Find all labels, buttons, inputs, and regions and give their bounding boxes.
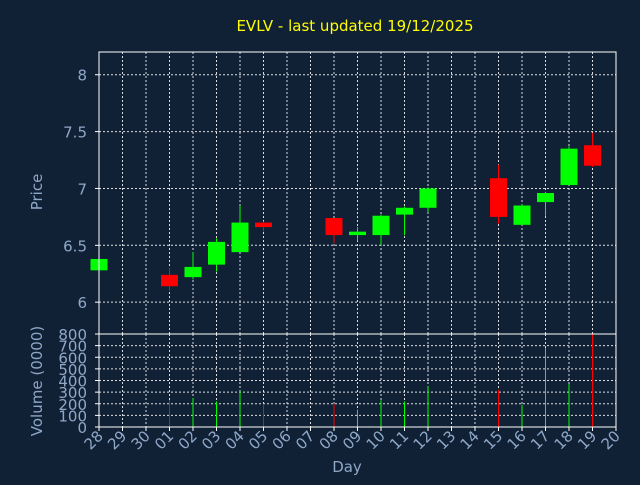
candle-body <box>513 205 531 225</box>
candle-body <box>537 193 554 203</box>
candle-body <box>184 266 202 278</box>
price-tick-label: 7.5 <box>63 124 87 142</box>
volume-tick-label: 600 <box>58 349 87 367</box>
volume-tick-label: 400 <box>58 373 87 391</box>
volume-tick-label: 500 <box>58 361 87 379</box>
candle-body <box>490 178 507 217</box>
candle-body <box>349 231 366 236</box>
candle-body <box>419 188 437 208</box>
price-tick-label: 8 <box>77 67 87 85</box>
volume-tick-label: 200 <box>58 396 87 414</box>
volume-tick-label: 800 <box>58 326 87 344</box>
volume-tick-label: 700 <box>58 338 87 356</box>
candle-body <box>255 222 272 228</box>
price-tick-label: 6 <box>77 294 87 312</box>
volume-axis-label: Volume (0000) <box>28 326 46 436</box>
price-axis-label: Price <box>28 174 46 211</box>
x-axis: 2829300102030405060708091011121314151617… <box>81 427 624 453</box>
volume-tick-label: 300 <box>58 384 87 402</box>
candle-body <box>208 241 225 265</box>
price-tick-label: 7 <box>77 180 87 198</box>
candle-body <box>560 148 578 186</box>
candle-body <box>161 274 178 287</box>
volume-tick-label: 100 <box>58 407 87 425</box>
x-axis-label: Day <box>332 458 362 476</box>
price-panel: 6 6.5 7 7.5 8 <box>63 51 617 335</box>
candle-body <box>325 218 343 236</box>
price-tick-label: 6.5 <box>63 237 87 255</box>
candle-body <box>372 215 390 236</box>
candle-body <box>396 207 413 215</box>
volume-tick-label: 0 <box>77 419 87 437</box>
candle-body <box>231 222 249 253</box>
chart-title: EVLV - last updated 19/12/2025 <box>236 17 473 35</box>
candle-body <box>584 145 601 166</box>
